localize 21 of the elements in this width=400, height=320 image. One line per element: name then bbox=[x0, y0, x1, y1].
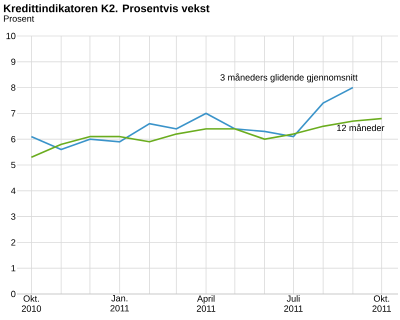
y-tick-label: 10 bbox=[6, 32, 16, 40]
y-tick-label: 9 bbox=[11, 58, 16, 65]
x-tick-label: Okt. 2011 bbox=[372, 295, 391, 312]
series-label: 12 måneder bbox=[337, 124, 384, 132]
y-tick-label: 8 bbox=[11, 84, 16, 91]
y-tick-label: 2 bbox=[11, 239, 16, 246]
x-tick-label: April 2011 bbox=[196, 295, 216, 312]
series-label: 3 måneders glidende gjennomsnitt bbox=[220, 73, 358, 82]
y-axis-title: Prosent bbox=[4, 16, 34, 22]
y-tick-label: 7 bbox=[11, 110, 16, 116]
y-tick-label: 1 bbox=[11, 265, 16, 272]
y-tick-label: 3 bbox=[11, 213, 16, 220]
line-series bbox=[30, 118, 382, 158]
y-tick-label: 5 bbox=[11, 162, 16, 168]
y-tick-label: 6 bbox=[11, 136, 16, 142]
x-tick-label: Juli 2011 bbox=[284, 295, 303, 312]
y-tick-label: 0 bbox=[11, 290, 16, 298]
x-tick-label: Okt. 2010 bbox=[22, 295, 42, 312]
y-tick-label: 4 bbox=[11, 188, 16, 194]
x-tick-label: Jan. 2011 bbox=[110, 295, 129, 312]
chart-title: Kredittindikatoren K2. Prosentvis vekst bbox=[4, 4, 210, 12]
